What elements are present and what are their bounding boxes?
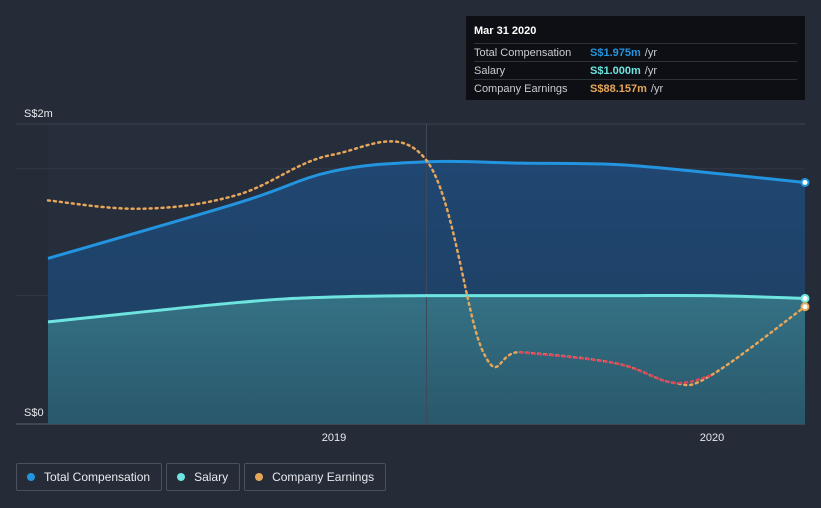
tooltip: Mar 31 2020 Total Compensation S$1.975m … [466,16,805,100]
tooltip-row-company-earnings: Company Earnings S$88.157m /yr [474,79,797,97]
tooltip-label: Total Compensation [474,46,572,59]
salary-marker [800,293,810,303]
company-earnings-dip-line [519,350,712,385]
total-compensation-marker [800,178,810,187]
legend-item-total-compensation[interactable]: Total Compensation [16,463,163,491]
company-earnings-marker [800,302,810,312]
tooltip-unit: /yr [644,46,657,59]
tooltip-value: S$1.975m [590,46,641,59]
legend-dot-icon [177,473,186,481]
tooltip-unit: /yr [650,82,664,95]
x-tick-label: 2019 [322,432,346,444]
legend: Total Compensation Salary Company Earnin… [16,463,387,491]
y-axis-label-bottom: S$0 [24,407,44,419]
tooltip-value: S$1.000m [590,64,641,77]
x-tick-label: 2020 [700,432,724,444]
legend-item-company-earnings[interactable]: Company Earnings [244,463,387,491]
legend-item-salary[interactable]: Salary [166,463,241,491]
total-compensation-line [47,159,806,260]
tooltip-label: Salary [474,64,506,77]
tooltip-row-salary: Salary S$1.000m /yr [474,61,797,79]
tooltip-title: Mar 31 2020 [474,25,537,37]
legend-dot-icon [255,473,264,481]
y-axis-label-top: S$2m [24,108,53,120]
legend-dot-icon [27,473,35,481]
tooltip-row-total-compensation: Total Compensation S$1.975m /yr [474,43,797,61]
plot-area: S$2m S$0 2019 2020 [16,108,810,444]
legend-label: Total Compensation [44,470,151,484]
legend-label: Company Earnings [272,470,375,484]
tooltip-value: S$88.157m [590,82,647,95]
salary-line [47,293,806,324]
tooltip-unit: /yr [644,64,657,77]
tooltip-label: Company Earnings [474,82,568,95]
legend-label: Salary [194,470,229,484]
